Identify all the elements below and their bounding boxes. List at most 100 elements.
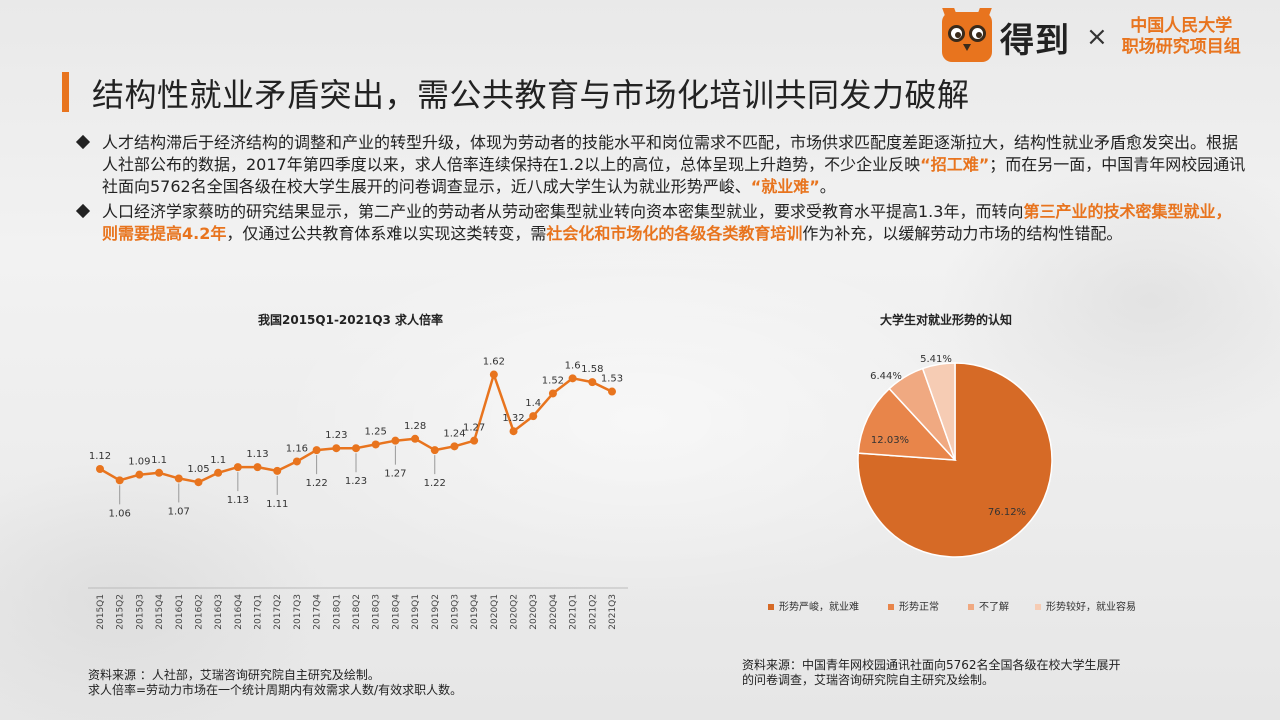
data-point [548, 389, 557, 398]
x-tick-label: 2019Q3 [450, 594, 460, 630]
legend-swatch [968, 604, 974, 610]
bullet-list: 人才结构滞后于经济结构的调整和产业的转型升级，体现为劳动者的技能水平和岗位需求不… [75, 132, 1246, 248]
x-tick-label: 2018Q4 [391, 594, 401, 630]
x-tick-label: 2017Q1 [254, 594, 264, 630]
data-label: 1.07 [168, 506, 190, 517]
data-point [588, 378, 597, 387]
data-label: 1.58 [581, 364, 603, 375]
legend-label: 形势较好，就业容易 [1046, 600, 1136, 613]
data-label: 1.22 [305, 478, 327, 489]
x-tick-label: 2020Q3 [529, 594, 539, 630]
partner-line-2: 职场研究项目组 [1121, 37, 1241, 57]
data-point [233, 463, 242, 472]
data-label: 1.27 [463, 423, 485, 434]
legend-label: 形势严峻，就业难 [779, 600, 859, 613]
data-point [155, 468, 164, 477]
pie-chart-source-line-2: 的问卷调查，艾瑞咨询研究院自主研究及绘制。 [742, 673, 995, 687]
x-tick-label: 2021Q3 [608, 594, 618, 630]
x-tick-label: 2015Q2 [116, 594, 126, 630]
data-point [174, 474, 183, 483]
partner-line-1: 中国人民大学 [1130, 16, 1233, 36]
line-chart: 1.12 2015Q1 1.06 2015Q2 1.09 2015Q3 1.1 2015Q4 1… [88, 357, 628, 630]
x-tick-label: 2016Q1 [175, 594, 185, 630]
data-point [96, 465, 104, 473]
data-label: 1.16 [286, 443, 308, 454]
x-tick-label: 2018Q2 [352, 594, 362, 630]
data-label: 1.27 [384, 469, 406, 480]
slice-value-label: 5.41% [920, 354, 952, 365]
data-point [115, 476, 124, 485]
data-label: 1.13 [227, 495, 249, 506]
highlight-text: “就业难” [750, 177, 820, 196]
brand-name: 得到 [1000, 20, 1070, 61]
data-label: 1.13 [246, 449, 268, 460]
legend-swatch [1035, 604, 1041, 610]
x-tick-label: 2019Q4 [470, 594, 480, 630]
x-tick-label: 2016Q4 [234, 594, 244, 630]
x-tick-label: 2015Q3 [135, 594, 145, 630]
x-tick-label: 2015Q4 [155, 594, 165, 630]
pie-slice [857, 387, 957, 461]
data-label: 1.52 [542, 375, 564, 386]
line-chart-note-line: 求人倍率=劳动力市场在一个统计周期内有效需求人数/有效求职人数。 [88, 683, 463, 697]
x-tick-label: 2017Q2 [273, 594, 283, 630]
data-label: 1.25 [365, 426, 387, 437]
bullet-text: ，仅通过公共教育体系难以实现这类转变，需 [226, 224, 547, 243]
pie-chart-source-line: 资料来源：中国青年网校园通讯社面向5762名全国各级在校大学生展开 [742, 658, 1121, 672]
data-point [214, 468, 223, 477]
diamond-bullet-icon [75, 203, 91, 219]
data-label: 1.28 [404, 421, 426, 432]
data-point [332, 444, 341, 453]
legend-label: 形势正常 [899, 600, 939, 613]
x-tick-label: 2021Q1 [569, 594, 579, 630]
times-sign: × [1086, 22, 1108, 52]
data-label: 1.06 [109, 508, 131, 519]
pie-chart: 76.12% 12.03% 6.44% 5.41% 形势严峻，就业难 形势正常 不了解 形势较… [768, 354, 1136, 613]
slice-value-label: 76.12% [988, 507, 1026, 518]
line-chart-source-line: 资料来源 ：人社部，艾瑞咨询研究院自主研究及绘制。 [88, 668, 380, 682]
data-label: 1.05 [187, 464, 209, 475]
data-point [489, 370, 498, 379]
x-tick-label: 2017Q3 [293, 594, 303, 630]
data-label: 1.6 [565, 360, 581, 371]
data-label: 1.53 [601, 374, 623, 385]
pie-chart-source: 资料来源：中国青年网校园通讯社面向5762名全国各级在校大学生展开 的问卷调查，… [742, 658, 1121, 688]
data-point [312, 446, 321, 455]
data-point [391, 436, 400, 445]
data-point [509, 427, 518, 436]
data-point [194, 478, 203, 487]
data-label: 1.4 [525, 398, 541, 409]
bullet-text: ；而在另一面，中国青年网校园通讯社面向5762名全国各级在校大学生展开的问卷调查… [102, 155, 1246, 196]
data-label: 1.11 [266, 499, 288, 510]
data-label: 1.23 [325, 430, 347, 441]
data-label: 1.23 [345, 476, 367, 487]
bullet-text: 作为补充，以缓解劳动力市场的结构性错配。 [802, 224, 1123, 243]
diamond-bullet-icon [75, 134, 91, 150]
header-logo: 得到 × 中国人民大学 职场研究项目组 [942, 8, 1241, 62]
data-label: 1.22 [424, 478, 446, 489]
legend-swatch [768, 604, 774, 610]
data-label: 1.62 [483, 357, 505, 368]
bullet-text: 人才结构滞后于经济结构的调整和产业的转型升级，体现为劳动者的技能水平和岗位需求不… [102, 133, 1239, 174]
partner-name: 中国人民大学 职场研究项目组 [1122, 16, 1241, 58]
x-tick-label: 2019Q2 [431, 594, 441, 630]
data-label: 1.09 [128, 457, 150, 468]
x-tick-label: 2021Q2 [588, 594, 598, 630]
data-point [273, 466, 282, 475]
bullet-text: 。 [819, 177, 836, 196]
data-point [352, 444, 360, 453]
pie-slice [921, 362, 956, 461]
data-point [568, 374, 577, 383]
highlight-text: 第三产业的技术密集型就业，则需要提高4.2年 [102, 202, 1232, 243]
x-tick-label: 2020Q2 [510, 594, 520, 630]
x-tick-label: 2018Q1 [332, 594, 342, 630]
data-point [608, 387, 616, 396]
data-label: 1.1 [210, 455, 226, 466]
data-point [411, 434, 420, 443]
x-tick-label: 2020Q4 [549, 594, 559, 630]
title-accent-bar [62, 72, 69, 112]
data-label: 1.24 [443, 428, 465, 439]
data-label: 1.32 [502, 413, 524, 424]
x-tick-label: 2018Q3 [372, 594, 382, 630]
